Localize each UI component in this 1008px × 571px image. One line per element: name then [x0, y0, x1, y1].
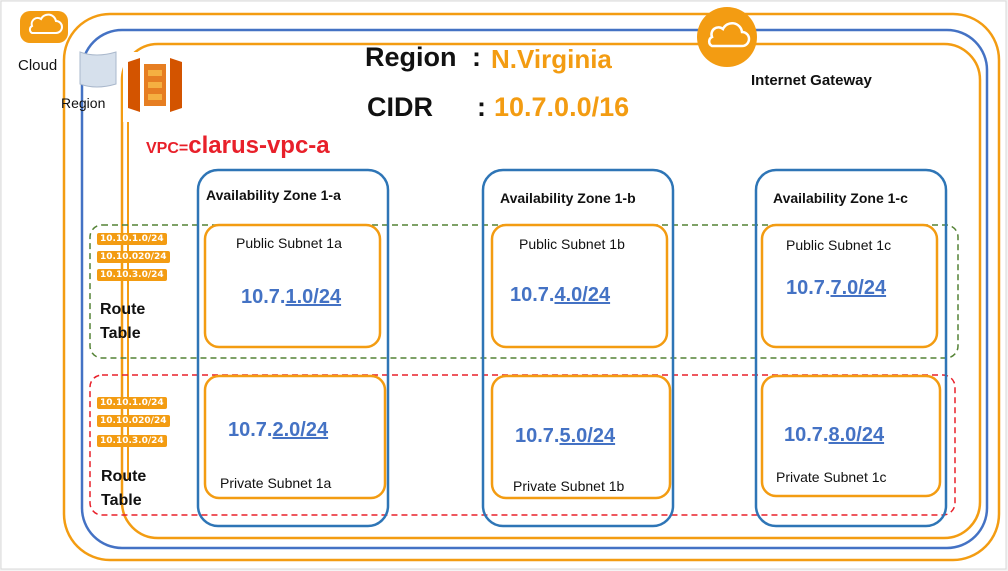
region-boundary — [80, 28, 989, 550]
private-subnet-1a-box — [203, 374, 387, 500]
availability-zone-1b — [481, 168, 675, 528]
public-subnet-1c-box — [760, 223, 939, 349]
route-table-1-route-1: 10.10.1.0/24 — [97, 233, 167, 245]
vpc-name: clarus-vpc-a — [188, 132, 330, 159]
cidr-heading: CIDR — [367, 92, 433, 122]
cidr-colon: : — [477, 92, 486, 122]
private-subnet-1b-cidr: 10.7.5.0/24 — [515, 425, 616, 447]
az-1a-title: Availability Zone 1-a — [206, 187, 341, 203]
availability-zone-1c — [754, 168, 948, 528]
route-table-2-label-line1: Route — [101, 468, 147, 485]
public-subnet-1a-box — [203, 223, 382, 349]
region-value: N.Virginia — [491, 44, 612, 74]
cloud-label: Cloud — [18, 57, 58, 74]
route-table-2-label-line2: Table — [101, 492, 142, 509]
availability-zone-1a — [196, 168, 390, 528]
private-subnet-1c-cidr: 10.7.8.0/24 — [784, 424, 885, 446]
cloud-icon — [20, 11, 68, 43]
region-label: Region — [61, 95, 106, 111]
public-subnet-1a-name: Public Subnet 1a — [236, 235, 342, 251]
vpc-icon — [123, 52, 187, 122]
route-table-1-label-line2: Table — [100, 325, 141, 342]
private-subnet-1b-box — [490, 374, 672, 500]
private-subnet-1b-name: Private Subnet 1b — [513, 478, 625, 494]
private-subnet-1a-name: Private Subnet 1a — [220, 475, 332, 491]
vpc-title: VPC=clarus-vpc-a — [146, 132, 330, 160]
route-table-1-label-line1: Route — [100, 301, 146, 318]
route-table-1-route-3: 10.10.3.0/24 — [97, 269, 167, 281]
az-1c-title: Availability Zone 1-c — [773, 190, 908, 206]
route-table-2-route-3: 10.10.3.0/24 — [97, 435, 167, 447]
public-subnet-1c-cidr: 10.7.7.0/24 — [786, 277, 887, 299]
vpc-boundary — [120, 42, 982, 540]
public-subnet-1a-cidr: 10.7.1.0/24 — [241, 286, 342, 308]
route-table-1-route-2: 10.10.020/24 — [97, 251, 170, 263]
cloud-boundary — [62, 12, 1001, 562]
az-1b-title: Availability Zone 1-b — [500, 190, 636, 206]
vpc-prefix: VPC= — [146, 140, 189, 157]
route-table-2-route-2: 10.10.020/24 — [97, 415, 170, 427]
private-subnet-1a-cidr: 10.7.2.0/24 — [228, 419, 329, 441]
internet-gateway-label: Internet Gateway — [751, 72, 872, 89]
private-subnet-1c-box — [760, 374, 942, 498]
route-table-2-route-1: 10.10.1.0/24 — [97, 397, 167, 409]
internet-gateway-icon — [697, 7, 757, 67]
cidr-value: 10.7.0.0/16 — [494, 92, 630, 122]
region-heading: Region — [365, 42, 457, 72]
public-subnet-1b-cidr: 10.7.4.0/24 — [510, 284, 611, 306]
private-subnet-1c-name: Private Subnet 1c — [776, 469, 887, 485]
public-subnet-1c-name: Public Subnet 1c — [786, 237, 892, 253]
public-subnet-1b-name: Public Subnet 1b — [519, 236, 625, 252]
region-colon: : — [472, 42, 481, 72]
public-subnet-1b-box — [490, 223, 669, 349]
region-flag-icon — [79, 51, 117, 88]
